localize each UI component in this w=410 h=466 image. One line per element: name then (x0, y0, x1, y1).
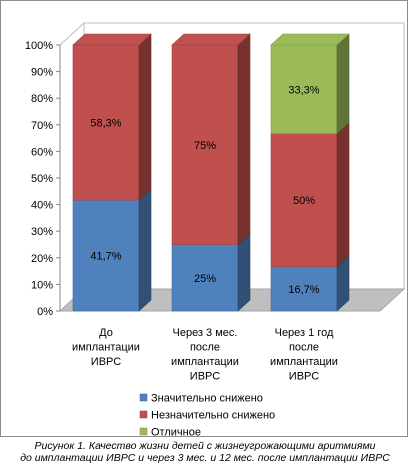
x-category-label: До (99, 327, 113, 339)
bar-side-face (138, 188, 152, 312)
legend-swatch (139, 427, 148, 436)
x-category-label: после (190, 342, 220, 354)
x-category-label: Через 1 год (275, 327, 334, 339)
x-category-label: ИВРС (190, 371, 220, 383)
legend-label: Значительно снижено (151, 393, 263, 405)
bar-top-face (171, 33, 251, 46)
legend-swatch (139, 410, 148, 419)
x-category-label: Через 3 мес. (173, 327, 238, 339)
data-label: 25% (194, 273, 216, 285)
x-category-label: ИВРС (91, 356, 121, 368)
data-label: 33,3% (288, 84, 319, 96)
bar-side-face (336, 33, 350, 135)
y-tick-label: 50% (31, 173, 53, 185)
y-tick-label: 70% (31, 120, 53, 132)
x-category-label: после (289, 342, 319, 354)
bar-segment (270, 44, 338, 134)
data-label: 75% (194, 140, 216, 152)
y-tick-label: 20% (31, 253, 53, 265)
x-category-label: имплантации (270, 356, 338, 368)
data-label: 58,3% (90, 118, 121, 130)
y-tick-label: 30% (31, 226, 53, 238)
y-tick-label: 0% (37, 306, 53, 318)
legend-swatch (139, 393, 148, 402)
y-tick-label: 40% (31, 200, 53, 212)
bar-side-face (336, 121, 350, 268)
bar-top-face (270, 33, 350, 46)
bar-side-face (237, 33, 251, 246)
bar-side-face (237, 232, 251, 312)
legend-label: Отличное (151, 427, 201, 438)
y-tick-label: 60% (31, 146, 53, 158)
data-label: 16,7% (288, 284, 319, 296)
figure-caption-line-1: Рисунок 1. Качество жизни детей с жизнеу… (34, 440, 376, 452)
x-category-label: имплантации (171, 356, 239, 368)
data-label: 41,7% (90, 251, 121, 263)
bar-segment (171, 244, 239, 312)
bar-side-face (138, 33, 152, 201)
data-label: 50% (293, 195, 315, 207)
legend-label: Незначительно снижено (151, 410, 275, 422)
y-tick-label: 100% (25, 40, 53, 52)
bar-segment (270, 266, 338, 312)
figure-caption-line-2: до имплантации ИВРС и через 3 мес. и 12 … (20, 452, 390, 464)
stacked-bar-chart: 0% 10% 20% 30% 40% 50% 60% 70% 80% 90% 100% 41,7% 58… (25, 21, 406, 438)
y-tick-label: 80% (31, 93, 53, 105)
bar-top-face (72, 33, 152, 46)
x-category-label: имплантации (72, 342, 140, 354)
bar-segment (270, 133, 338, 267)
x-category-label: ИВРС (289, 371, 319, 383)
y-tick-label: 90% (31, 67, 53, 79)
y-tick-label: 10% (31, 279, 53, 291)
